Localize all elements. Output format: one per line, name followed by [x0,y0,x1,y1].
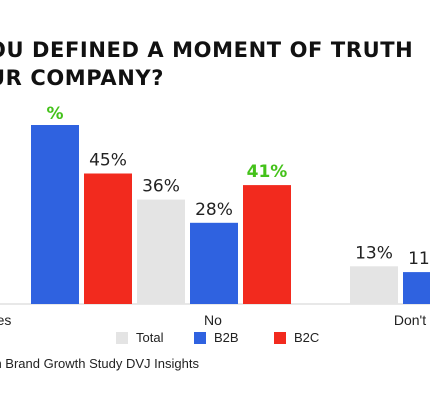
category-label-1: No [204,312,222,328]
legend-item-b2c: B2C [274,330,319,345]
bar-b2b-2 [403,272,430,304]
bar-b2b-1 [190,222,238,304]
value-label-b2b-0: % [46,104,63,124]
value-label-total-2: 13% [355,243,393,263]
category-label-0: es [0,312,11,328]
bars-group [31,125,430,304]
legend-item-b2b: B2B [194,330,239,345]
value-label-b2b-2: 11% [408,249,430,269]
legend-label-b2c: B2C [294,330,320,345]
value-label-total-1: 36% [142,177,180,197]
value-label-b2c-0: 45% [89,151,127,171]
bar-b2b-0 [31,125,79,304]
chart-title-line-1: OU DEFINED A MOMENT OF TRUTH [0,38,414,62]
bar-total-1 [137,199,185,304]
value-label-b2b-1: 28% [195,200,233,220]
chart-title: OU DEFINED A MOMENT OF TRUTH UR COMPANY? [0,36,430,92]
value-labels-group: 36% 13%% 28% 11% 45% 41% [46,104,430,269]
category-label-2: Don't [394,312,426,328]
category-labels-group: es No Don't [0,312,426,328]
value-label-b2c-1: 41% [247,162,288,182]
legend-swatch-total [116,331,128,344]
legend-swatch-b2b [194,331,206,344]
source-note: ean Brand Growth Study DVJ Insights [0,356,199,371]
legend: Total B2B B2C [0,330,430,350]
bar-total-2 [350,266,398,304]
legend-label-total: Total [136,330,164,345]
bar-b2c-0 [84,173,132,304]
legend-label-b2b: B2B [214,330,239,345]
legend-item-total: Total [116,330,163,345]
legend-swatch-b2c [274,331,286,344]
chart-title-line-2: UR COMPANY? [0,66,164,90]
bar-b2c-1 [243,185,291,304]
